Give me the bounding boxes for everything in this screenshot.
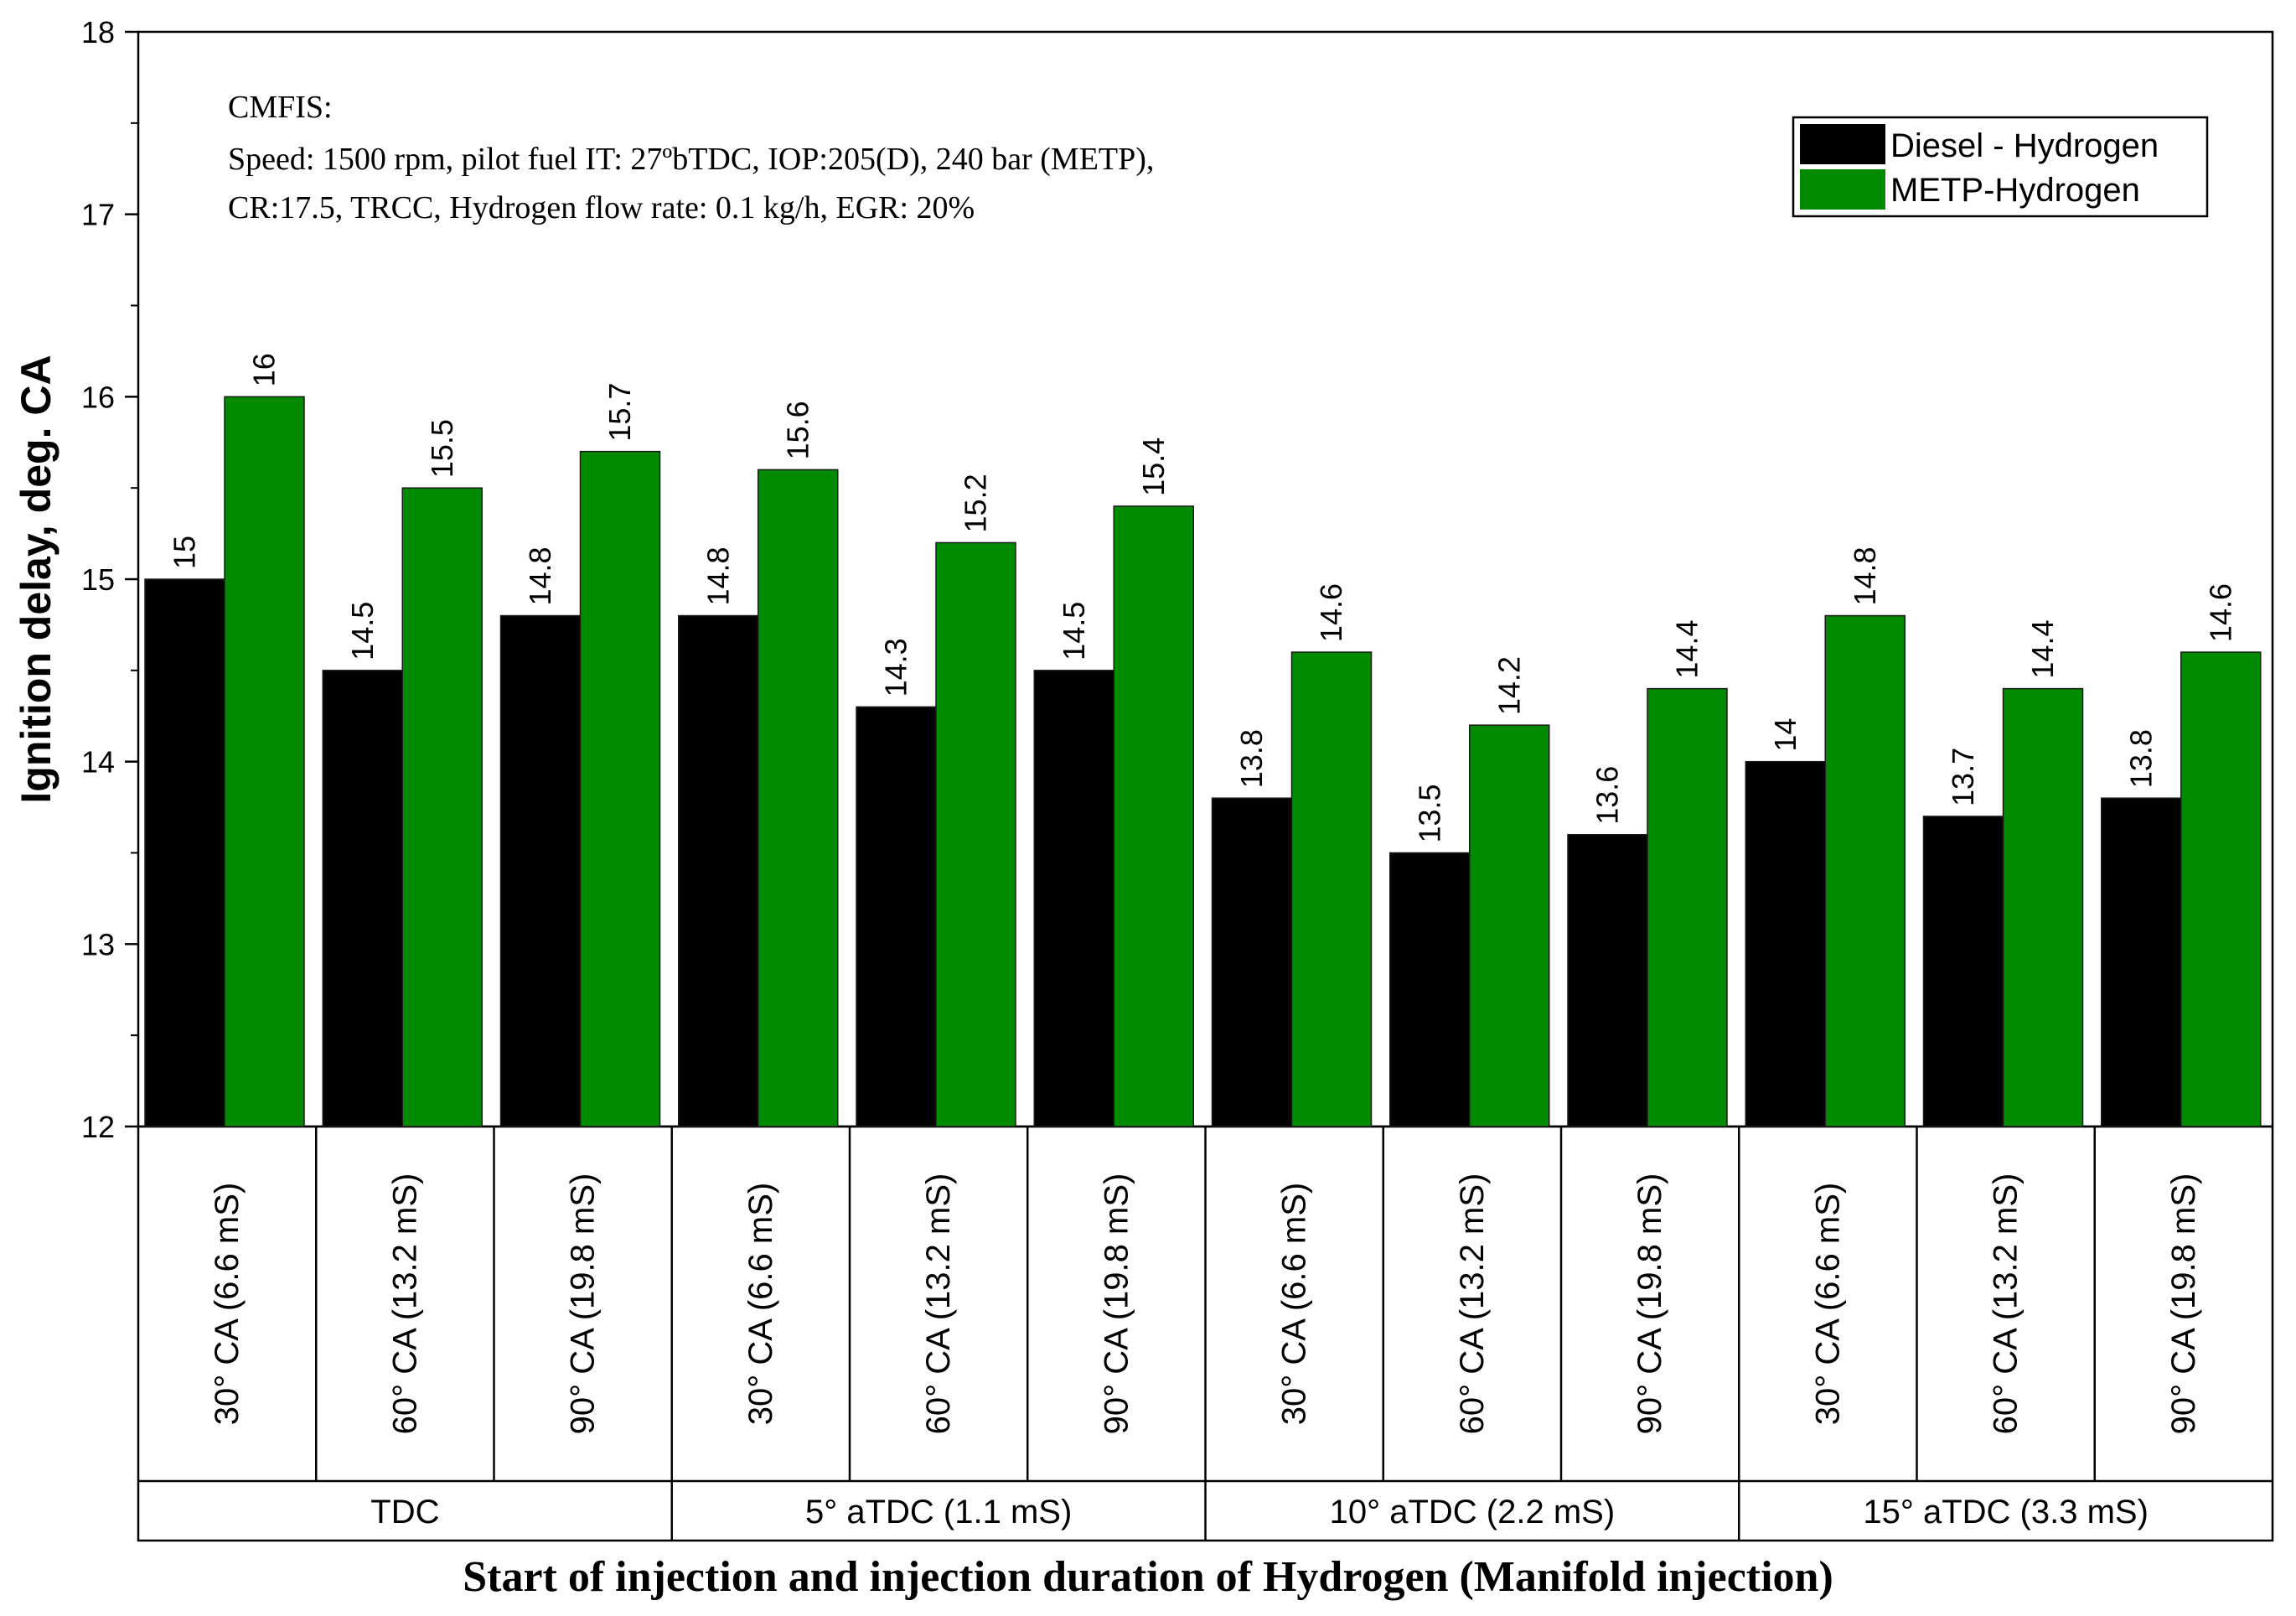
y-tick-label: 16	[81, 380, 115, 414]
bar-metp-hydrogen	[1824, 614, 1906, 1127]
category-label: 30° CA (6.6 mS)	[742, 1183, 779, 1425]
group-label: 5° aTDC (1.1 mS)	[805, 1494, 1072, 1531]
bar-metp-hydrogen	[1290, 651, 1373, 1127]
bar-value-label: 13.8	[2123, 729, 2158, 788]
bar-diesel-hydrogen	[856, 706, 937, 1127]
category-label: 90° CA (19.8 mS)	[1098, 1173, 1135, 1435]
annotation-line-1: CMFIS:	[228, 90, 333, 125]
category-label: 30° CA (6.6 mS)	[1276, 1183, 1313, 1425]
bar-diesel-hydrogen	[1389, 852, 1471, 1127]
bar-diesel-hydrogen	[144, 578, 225, 1127]
bar-value-label: 14	[1768, 718, 1802, 752]
y-tick-label: 17	[81, 198, 115, 232]
bar-metp-hydrogen	[1647, 687, 1728, 1127]
category-label: 30° CA (6.6 mS)	[1809, 1183, 1846, 1425]
bar-metp-hydrogen	[579, 450, 661, 1127]
bar-value-label: 14.8	[701, 546, 735, 605]
annotation-line-3: CR:17.5, TRCC, Hydrogen flow rate: 0.1 k…	[228, 190, 975, 225]
bar-diesel-hydrogen	[678, 614, 759, 1127]
bar-value-label: 13.5	[1412, 784, 1446, 842]
category-label: 60° CA (13.2 mS)	[386, 1173, 423, 1435]
group-label: TDC	[370, 1494, 439, 1531]
y-tick-label: 14	[81, 745, 115, 780]
bar-value-label: 15.7	[602, 383, 637, 442]
y-tick-label: 12	[81, 1110, 115, 1144]
bar-diesel-hydrogen	[1567, 833, 1648, 1127]
x-category-table: 30° CA (6.6 mS) 60° CA (13.2 mS) 90° CA (1…	[209, 1127, 2202, 1541]
bar-metp-hydrogen	[758, 469, 839, 1127]
bar-value-label: 14.4	[2025, 620, 2060, 679]
bar-value-label: 15	[168, 536, 202, 569]
bar-value-label: 15.2	[959, 474, 993, 532]
bar-value-label: 13.6	[1590, 766, 1625, 825]
bar-value-label: 14.6	[1314, 583, 1348, 642]
bar-value-label: 13.7	[1946, 748, 1980, 806]
category-label: 60° CA (13.2 mS)	[920, 1173, 957, 1435]
bar-value-label: 14.8	[523, 546, 557, 605]
bar-diesel-hydrogen	[1745, 760, 1826, 1127]
y-axis-title: Ignition delay, deg. CA	[13, 355, 59, 803]
group-label: 10° aTDC (2.2 mS)	[1330, 1494, 1616, 1531]
bar-diesel-hydrogen	[1211, 797, 1293, 1127]
legend-label-diesel: Diesel - Hydrogen	[1890, 127, 2159, 164]
y-tick-label: 18	[81, 15, 115, 49]
legend: Diesel - Hydrogen METP-Hydrogen	[1792, 116, 2209, 218]
bar-metp-hydrogen	[1469, 724, 1550, 1127]
legend-swatch-metp	[1800, 169, 1885, 210]
category-label: 60° CA (13.2 mS)	[1988, 1173, 2025, 1435]
category-label: 90° CA (19.8 mS)	[565, 1173, 602, 1435]
bar-diesel-hydrogen	[499, 614, 582, 1127]
bar-value-label: 13.8	[1234, 729, 1269, 788]
bar-value-label: 14.5	[345, 602, 380, 660]
bar-value-label: 15.4	[1136, 438, 1171, 496]
legend-label-metp: METP-Hydrogen	[1890, 172, 2140, 209]
y-axis: 12 13 14 15 16 17 18	[81, 15, 138, 1144]
bar-value-label: 14.8	[1848, 546, 1882, 605]
bar-diesel-hydrogen	[322, 670, 403, 1127]
bar-metp-hydrogen	[224, 396, 305, 1127]
bar-value-label: 14.6	[2203, 583, 2237, 642]
bar-diesel-hydrogen	[1922, 816, 2004, 1127]
bar-value-label: 14.3	[879, 638, 913, 697]
bar-metp-hydrogen	[401, 487, 483, 1127]
bar-diesel-hydrogen	[2101, 797, 2182, 1127]
bar-diesel-hydrogen	[1033, 670, 1114, 1127]
bar-value-label: 14.2	[1492, 656, 1526, 715]
x-axis-title: Start of injection and injection duratio…	[463, 1553, 1833, 1601]
bar-value-label: 15.5	[425, 419, 459, 478]
bar-metp-hydrogen	[2002, 687, 2084, 1127]
category-label: 90° CA (19.8 mS)	[1632, 1173, 1668, 1435]
bar-value-label: 15.6	[780, 401, 814, 459]
y-tick-label: 13	[81, 927, 115, 961]
group-label: 15° aTDC (3.3 mS)	[1863, 1494, 2149, 1531]
annotation: CMFIS: Speed: 1500 rpm, pilot fuel IT: 2…	[228, 90, 1154, 225]
bar-value-label: 16	[247, 353, 282, 386]
category-label: 90° CA (19.8 mS)	[2165, 1173, 2202, 1435]
annotation-line-2: Speed: 1500 rpm, pilot fuel IT: 27ºbTDC,…	[228, 142, 1154, 177]
legend-swatch-diesel	[1800, 124, 1885, 164]
value-labels: 15 14.5 14.8 14.8 14.3 14.5 13.8 13.5 13.6 14 13.7…	[168, 353, 2238, 842]
y-tick-label: 15	[81, 562, 115, 597]
bar-value-label: 14.4	[1670, 620, 1704, 679]
bar-metp-hydrogen	[935, 541, 1016, 1127]
bar-value-label: 14.5	[1057, 602, 1091, 660]
category-label: 60° CA (13.2 mS)	[1454, 1173, 1491, 1435]
bars	[144, 396, 2262, 1127]
bar-metp-hydrogen	[1113, 505, 1194, 1127]
bar-metp-hydrogen	[2180, 651, 2262, 1127]
category-label: 30° CA (6.6 mS)	[209, 1183, 246, 1425]
